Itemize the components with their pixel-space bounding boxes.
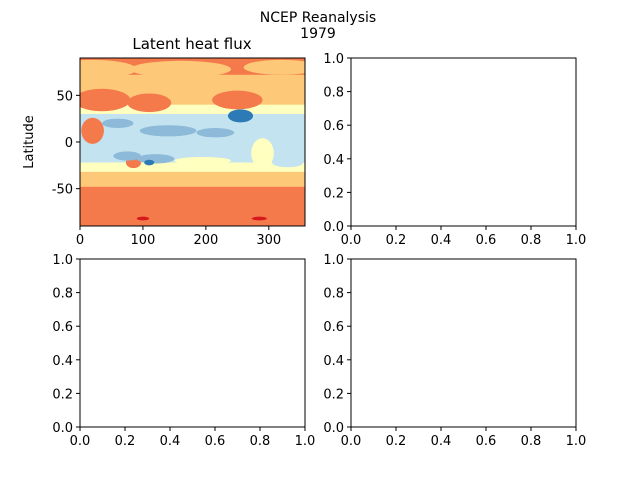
- x-tick-label: 0.8: [250, 434, 271, 449]
- field-pool-light: [174, 156, 232, 165]
- y-tick-label: 0.6: [323, 320, 344, 335]
- heatmap-ylabel: Latitude: [22, 115, 37, 169]
- field-pool: [136, 154, 175, 164]
- x-tick-label: 0.0: [341, 233, 362, 248]
- field-arctic-patch: [130, 60, 232, 78]
- x-tick-label: 1.0: [566, 434, 587, 449]
- y-tick-label: 1.0: [52, 253, 73, 268]
- x-tick-label: 0.4: [160, 434, 181, 449]
- field-land-patch: [80, 88, 131, 112]
- field-arctic-patch: [243, 59, 305, 75]
- empty-panel-bottom-left: 0.0 0.2 0.4 0.6 0.8 1.0 0.0 0.2 0.4 0.6 0.8 1.0: [52, 253, 315, 449]
- y-tick-label: 0.0: [323, 220, 344, 235]
- x-tick-label: 0.8: [521, 434, 542, 449]
- heatmap-title: Latent heat flux: [132, 35, 251, 53]
- field-hot-spot: [251, 216, 267, 221]
- y-tick-label: 0.6: [323, 119, 344, 134]
- field-pool: [102, 118, 134, 128]
- field-pool-strong: [227, 109, 254, 123]
- field-pool: [196, 128, 235, 138]
- y-tick-label: -50: [52, 183, 73, 198]
- x-tick-label: 200: [193, 233, 218, 248]
- axes-frame: [79, 258, 306, 428]
- heatmap-ticks: 0 100 200 300 -50 0 50: [52, 89, 281, 248]
- y-tick-label: 0.6: [52, 320, 73, 335]
- y-tick-label: 50: [56, 89, 73, 104]
- empty-panel-top-right: 0.0 0.2 0.4 0.6 0.8 1.0 0.0 0.2 0.4 0.6 0.8 1.0: [323, 52, 586, 248]
- y-tick-label: 0.4: [52, 354, 73, 369]
- x-tick-label: 0.2: [386, 434, 407, 449]
- empty-panel-bottom-right: 0.0 0.2 0.4 0.6 0.8 1.0 0.0 0.2 0.4 0.6 0.8 1.0: [323, 253, 586, 449]
- heatmap-panel: Latent heat flux 0 100 200 300 -50 0 50 Latitu…: [22, 35, 306, 248]
- field-pool-light: [271, 157, 304, 168]
- field-arctic-patch: [80, 59, 137, 79]
- y-tick-label: 0.0: [323, 421, 344, 436]
- x-tick-label: 0: [76, 233, 84, 248]
- x-tick-label: 300: [256, 233, 281, 248]
- latent-heat-flux-field: [80, 58, 305, 226]
- x-tick-label: 0.0: [341, 434, 362, 449]
- x-tick-label: 100: [131, 233, 156, 248]
- field-pool: [113, 151, 142, 161]
- y-tick-label: 1.0: [323, 52, 344, 67]
- x-tick-label: 0.4: [431, 434, 452, 449]
- x-tick-label: 0.6: [476, 233, 497, 248]
- x-tick-label: 0.0: [70, 434, 91, 449]
- y-tick-label: 0.2: [323, 186, 344, 201]
- y-tick-label: 0.4: [323, 354, 344, 369]
- y-tick-label: 0.2: [52, 387, 73, 402]
- y-tick-label: 0.0: [52, 421, 73, 436]
- field-land-patch: [251, 138, 274, 169]
- field-pool-strong: [144, 159, 155, 166]
- x-tick-label: 0.2: [115, 434, 136, 449]
- x-tick-label: 1.0: [566, 233, 587, 248]
- suptitle-line1: NCEP Reanalysis: [260, 10, 376, 26]
- y-tick-label: 0.8: [323, 287, 344, 302]
- x-tick-label: 1.0: [295, 434, 316, 449]
- x-tick-label: 0.4: [431, 233, 452, 248]
- axes-frame: [350, 57, 577, 227]
- axes-frame: [350, 258, 577, 428]
- y-tick-label: 1.0: [323, 253, 344, 268]
- y-tick-label: 0.2: [323, 387, 344, 402]
- y-tick-label: 0: [65, 136, 73, 151]
- field-land-patch: [81, 117, 104, 144]
- y-tick-label: 0.8: [52, 287, 73, 302]
- y-tick-label: 0.4: [323, 153, 344, 168]
- field-land-patch: [212, 90, 263, 110]
- field-pool: [139, 125, 197, 137]
- x-tick-label: 0.6: [205, 434, 226, 449]
- x-tick-label: 0.6: [476, 434, 497, 449]
- x-tick-label: 0.2: [386, 233, 407, 248]
- y-tick-label: 0.8: [323, 86, 344, 101]
- suptitle-line2: 1979: [300, 26, 336, 42]
- field-hot-spot: [136, 216, 150, 221]
- x-tick-label: 0.8: [521, 233, 542, 248]
- field-land-patch: [127, 93, 172, 113]
